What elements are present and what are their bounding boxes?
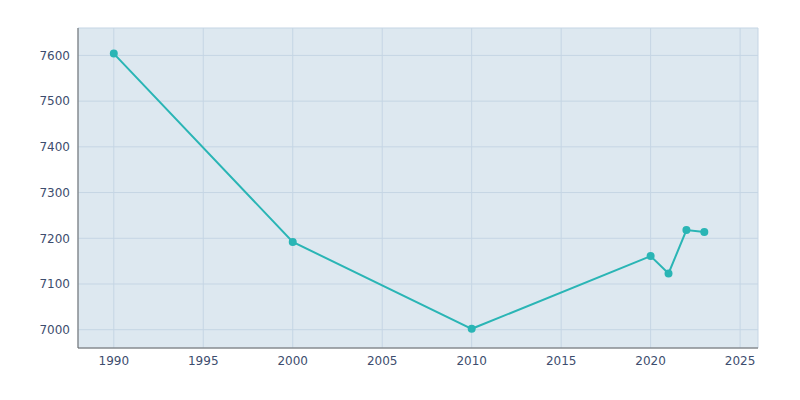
svg-text:2025: 2025 bbox=[725, 354, 756, 368]
svg-text:7000: 7000 bbox=[39, 323, 70, 337]
svg-text:2005: 2005 bbox=[367, 354, 398, 368]
svg-text:7200: 7200 bbox=[39, 232, 70, 246]
svg-text:1995: 1995 bbox=[188, 354, 219, 368]
svg-text:7100: 7100 bbox=[39, 277, 70, 291]
svg-text:7300: 7300 bbox=[39, 186, 70, 200]
svg-text:7500: 7500 bbox=[39, 94, 70, 108]
svg-text:2000: 2000 bbox=[277, 354, 308, 368]
svg-text:7600: 7600 bbox=[39, 49, 70, 63]
svg-text:1990: 1990 bbox=[99, 354, 130, 368]
svg-text:2015: 2015 bbox=[546, 354, 577, 368]
svg-text:2020: 2020 bbox=[635, 354, 666, 368]
svg-text:2010: 2010 bbox=[456, 354, 487, 368]
svg-text:7400: 7400 bbox=[39, 140, 70, 154]
